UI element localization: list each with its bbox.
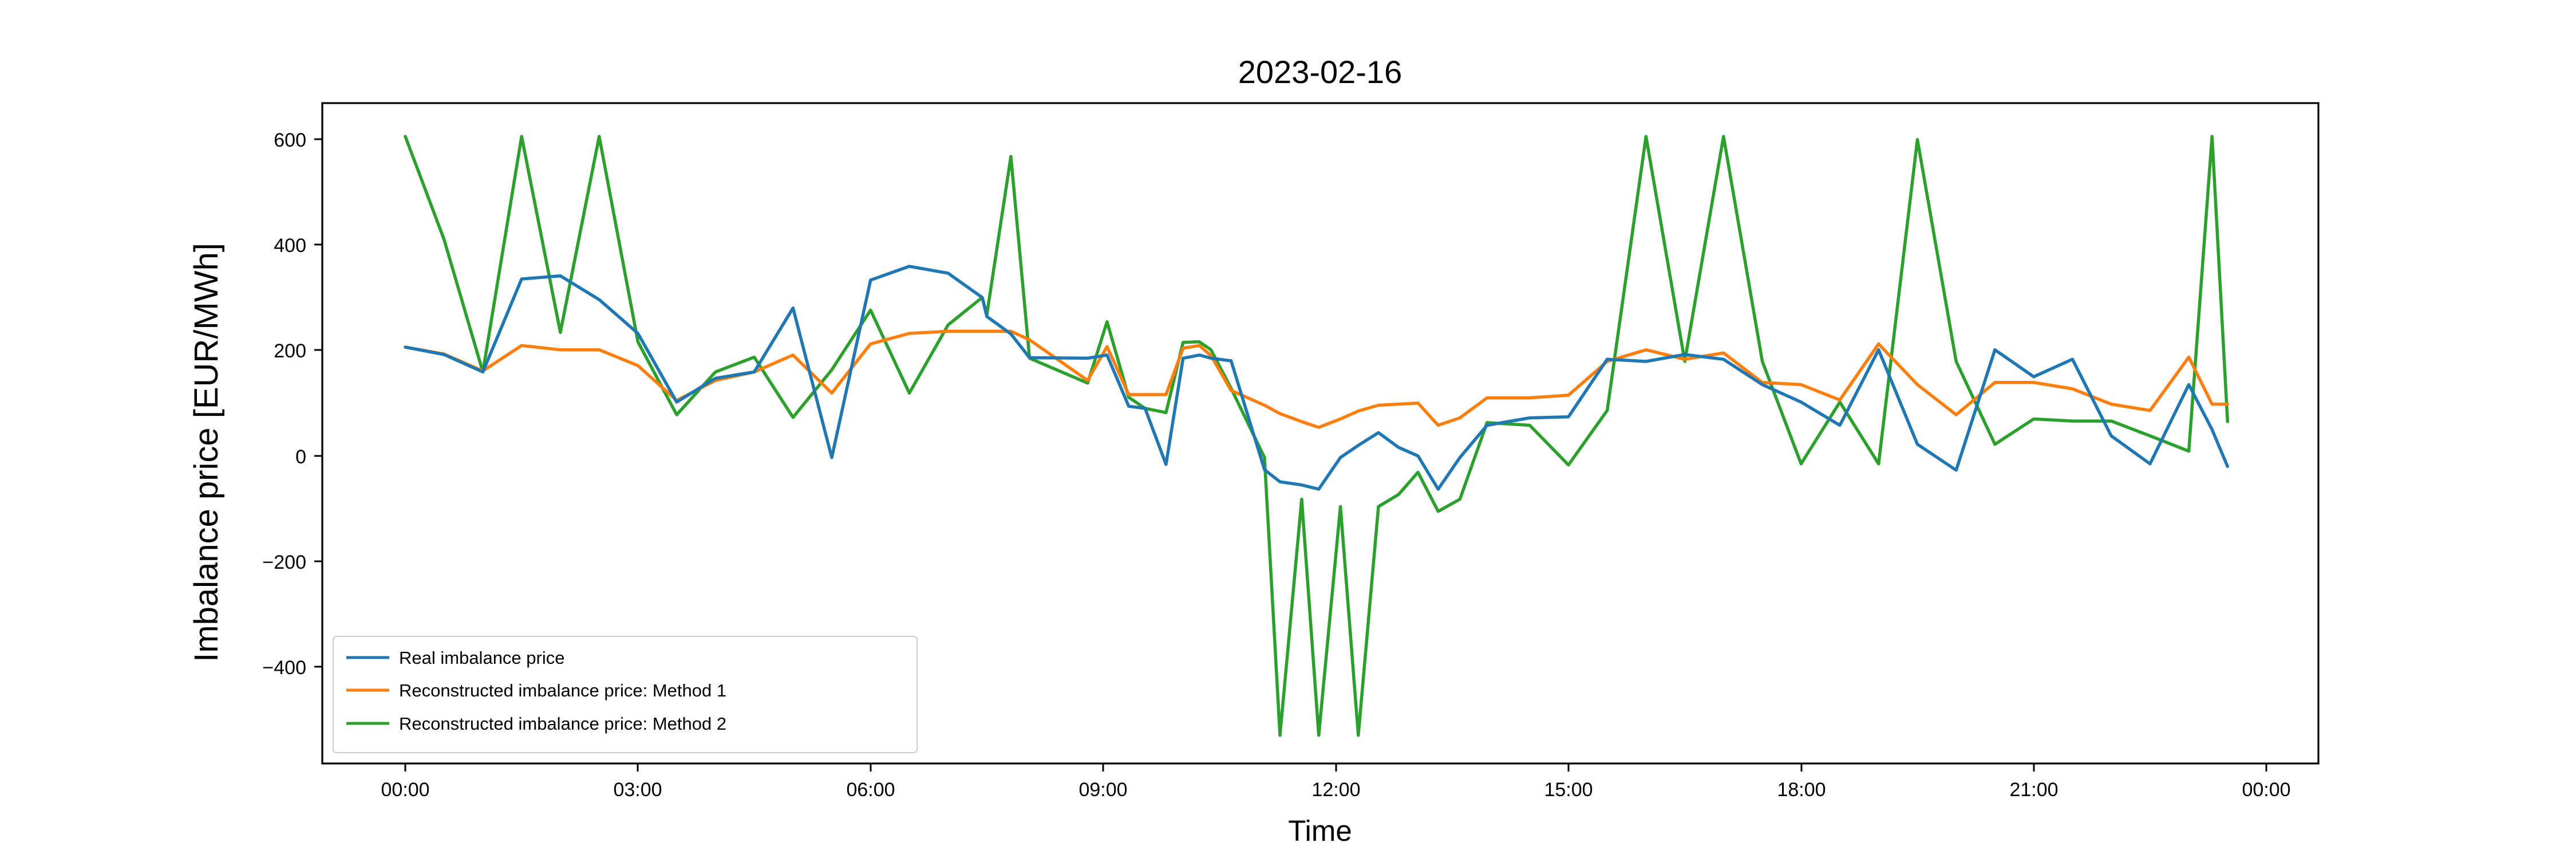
svg-text:00:00: 00:00 bbox=[381, 779, 429, 801]
svg-text:400: 400 bbox=[274, 235, 306, 257]
svg-text:21:00: 21:00 bbox=[2009, 779, 2058, 801]
svg-text:Real imbalance price: Real imbalance price bbox=[399, 648, 564, 668]
svg-text:Time: Time bbox=[1288, 814, 1352, 847]
svg-text:03:00: 03:00 bbox=[613, 779, 662, 801]
svg-text:600: 600 bbox=[274, 129, 306, 151]
svg-text:12:00: 12:00 bbox=[1311, 779, 1360, 801]
svg-text:Reconstructed imbalance price:: Reconstructed imbalance price: Method 1 bbox=[399, 680, 726, 700]
svg-text:200: 200 bbox=[274, 340, 306, 362]
svg-text:−400: −400 bbox=[262, 657, 306, 679]
svg-text:18:00: 18:00 bbox=[1777, 779, 1826, 801]
svg-text:09:00: 09:00 bbox=[1078, 779, 1127, 801]
svg-text:15:00: 15:00 bbox=[1544, 779, 1593, 801]
svg-text:2023-02-16: 2023-02-16 bbox=[1238, 54, 1402, 90]
svg-text:00:00: 00:00 bbox=[2242, 779, 2290, 801]
svg-text:−200: −200 bbox=[262, 552, 306, 573]
svg-text:Imbalance price [EUR/MWh]: Imbalance price [EUR/MWh] bbox=[188, 243, 225, 662]
svg-text:0: 0 bbox=[295, 446, 306, 468]
svg-text:06:00: 06:00 bbox=[846, 779, 895, 801]
svg-text:Reconstructed imbalance price:: Reconstructed imbalance price: Method 2 bbox=[399, 714, 726, 734]
